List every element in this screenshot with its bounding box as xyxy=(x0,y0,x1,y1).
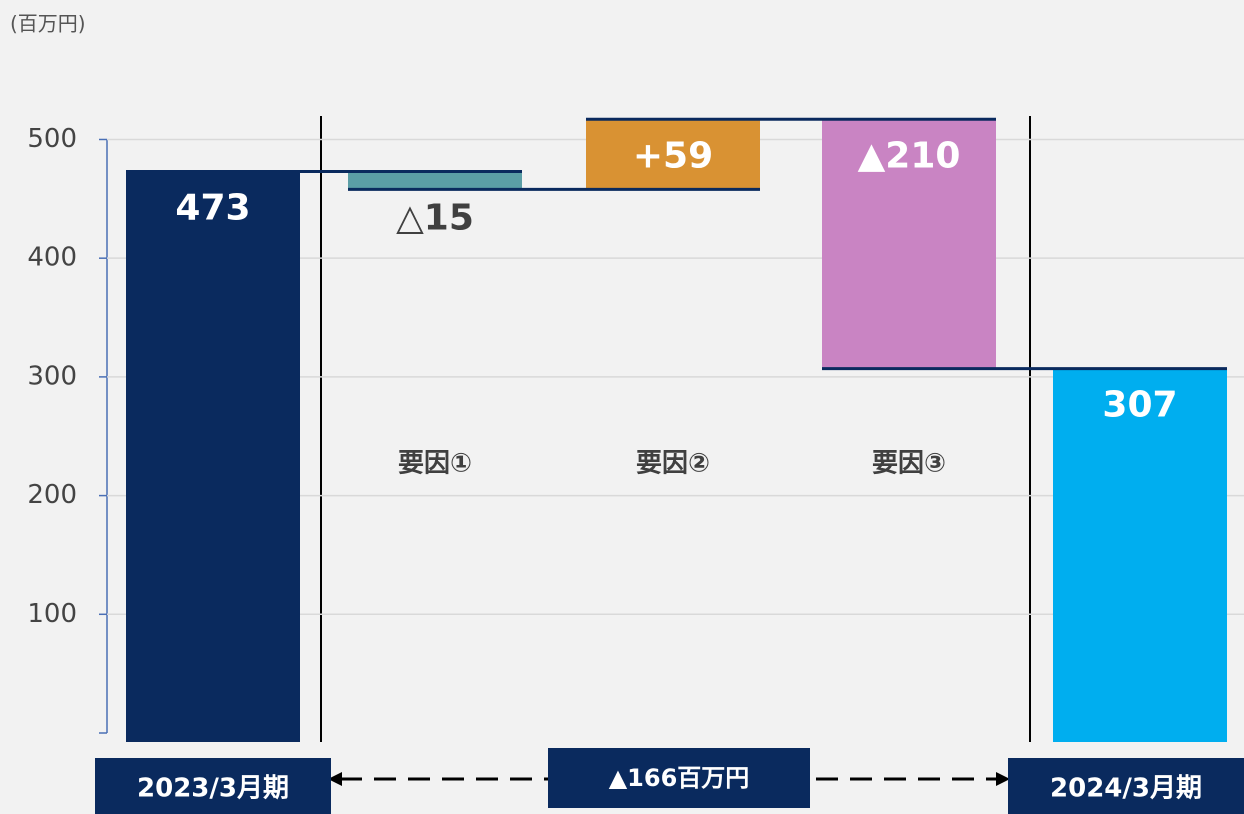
y-tick-label: 200 xyxy=(27,480,77,510)
x-tick-label: 要因③ xyxy=(872,449,946,479)
annotation: ▲166百万円 xyxy=(609,764,750,792)
y-tick-label: 500 xyxy=(27,124,77,154)
annotation-box xyxy=(548,748,810,808)
bar xyxy=(1053,368,1227,742)
x-tick-label: 2023/3月期 xyxy=(137,774,289,804)
y-tick-label: 300 xyxy=(27,361,77,391)
value-label: +59 xyxy=(633,135,713,176)
value-label: △15 xyxy=(396,197,474,238)
x-tick-label: 要因② xyxy=(636,449,710,479)
category-box xyxy=(95,758,331,814)
category-box xyxy=(1008,758,1244,814)
value-label: 307 xyxy=(1102,385,1177,426)
x-tick-label: 要因① xyxy=(398,449,472,479)
bar xyxy=(822,119,996,369)
unit-label: (百万円) xyxy=(10,12,86,36)
arrow-head xyxy=(996,772,1010,786)
value-label: 473 xyxy=(175,188,250,229)
bar xyxy=(586,119,760,190)
y-tick-label: 400 xyxy=(27,243,77,273)
bar xyxy=(126,171,300,742)
x-tick-label: 2024/3月期 xyxy=(1050,774,1202,804)
bar xyxy=(348,171,522,190)
y-tick-label: 100 xyxy=(27,599,77,629)
arrow-head xyxy=(328,772,342,786)
value-label: ▲210 xyxy=(858,135,961,176)
